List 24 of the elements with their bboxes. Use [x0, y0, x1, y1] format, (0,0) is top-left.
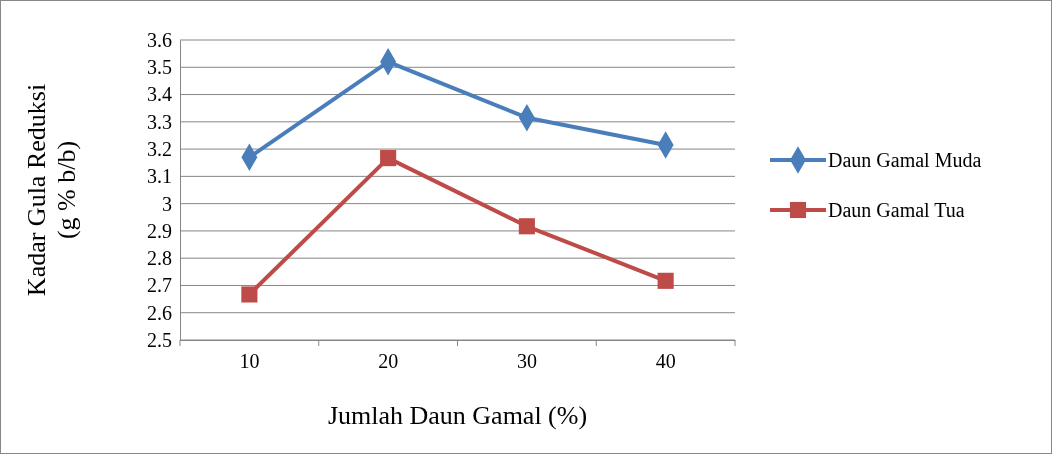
- x-axis-title: Jumlah Daun Gamal (%): [327, 401, 588, 430]
- y-tick-label: 3.6: [147, 28, 172, 51]
- y-tick-label: 2.6: [147, 301, 172, 324]
- y-tick-label: 3.3: [147, 110, 172, 133]
- y-tick-label: 2.8: [147, 247, 172, 270]
- x-tick-label: 10: [239, 350, 260, 373]
- x-tick-label: 20: [378, 350, 399, 373]
- y-tick-label: 3.5: [147, 56, 172, 79]
- y-tick-label: 3.1: [147, 165, 172, 188]
- point: [518, 218, 535, 235]
- point: [241, 286, 258, 303]
- legend-label: Daun Gamal Muda: [828, 149, 982, 171]
- y-tick-label: 3.4: [147, 83, 172, 106]
- x-tick-label: 30: [516, 350, 537, 373]
- y-tick-label: 3: [162, 192, 172, 215]
- y-tick-label: 3.2: [147, 137, 172, 160]
- x-tick-label: 40: [655, 350, 676, 373]
- point: [380, 150, 397, 167]
- y-tick-label: 2.5: [147, 328, 172, 351]
- point: [657, 272, 674, 289]
- legend-label: Daun Gamal Tua: [828, 199, 965, 221]
- y-tick-label: 2.7: [147, 274, 172, 297]
- y-tick-label: 2.9: [147, 219, 172, 242]
- y-axis-title: Kadar Gula Reduksi (g % b/b): [22, 83, 81, 297]
